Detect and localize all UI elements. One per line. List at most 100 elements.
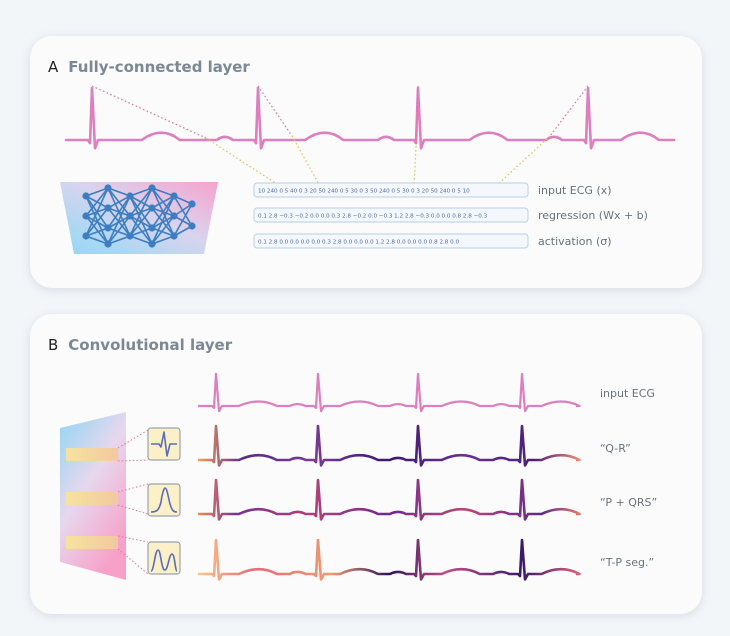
network-node (126, 192, 134, 200)
kc-3b (117, 548, 149, 575)
network-node (104, 184, 112, 192)
activation-vector-box (253, 233, 529, 249)
network-node (104, 204, 112, 212)
panel-b-letter: B (48, 336, 59, 354)
network-edge (129, 235, 153, 245)
network-node (148, 204, 156, 212)
network-edge (85, 215, 109, 245)
network-node (188, 222, 196, 230)
network-node (170, 192, 178, 200)
network-node (188, 200, 196, 208)
kernel-band-3 (66, 536, 118, 549)
panel-b-convolutional: B Convolutional layer (30, 314, 702, 614)
vector-rows: 10 240 0 5 40 0 3 20 50 240 0 5 30 0 3 5… (253, 182, 529, 249)
regression-vector-box (253, 207, 529, 223)
network-edge (129, 187, 153, 217)
panel-a-graphic: 10 240 0 5 40 0 3 20 50 240 0 5 30 0 3 5… (60, 85, 676, 254)
panel-a-letter: A (48, 58, 59, 76)
connector-1 (91, 85, 207, 139)
network-edge (151, 235, 175, 245)
network-node (104, 224, 112, 232)
network-edge (151, 227, 175, 237)
network-edge (85, 207, 109, 237)
kernel-band-1 (66, 448, 118, 461)
network-edge (151, 215, 175, 245)
row-label-input-ecg: input ECG (600, 387, 655, 400)
network-edge (173, 203, 193, 237)
network-node (82, 192, 90, 200)
input-vector-box (253, 182, 529, 198)
network-edge (107, 195, 131, 229)
input-ecg-signal (64, 86, 676, 150)
row-label-p-qrs: “P + QRS” (600, 496, 657, 509)
connector-4b (495, 135, 551, 187)
network-edge (173, 203, 193, 217)
kernel-qr-icon (147, 427, 181, 461)
network-edge (151, 215, 175, 229)
input-vector-values: 10 240 0 5 40 0 3 20 50 240 0 5 30 0 3 5… (258, 189, 470, 195)
activation-vector-values: 0.1 2.8 0.0 0.0 0.0 0.0 0.3 2.8 0.0 0.0 … (258, 240, 459, 246)
connector-2 (257, 85, 293, 137)
network-edge (129, 207, 153, 237)
network-edge (85, 187, 109, 217)
kc-2a (117, 483, 149, 493)
kernel-t-p-icon (147, 541, 181, 575)
network-edge (173, 195, 193, 227)
network-edge (85, 227, 109, 237)
panel-a-name: Fully-connected layer (68, 58, 250, 76)
feature-map-qr (198, 424, 581, 467)
panel-b-graphic: input ECG “Q-R” “P + QRS” “T-P seg.” (60, 372, 657, 581)
activation-label: activation (σ) (538, 235, 612, 248)
network-edge (107, 235, 131, 245)
network-edge (85, 187, 109, 197)
connector-2b (291, 135, 321, 187)
network-edge (85, 195, 109, 245)
network-node (170, 212, 178, 220)
input-ecg-row (198, 372, 581, 413)
network-node (126, 212, 134, 220)
network-edge (107, 215, 131, 229)
input-ecg-label: input ECG (x) (538, 184, 612, 197)
panel-a-fully-connected: A Fully-connected layer (30, 36, 702, 288)
network-edge (107, 215, 131, 245)
feature-map-t-p (198, 538, 581, 581)
connector-3b (413, 145, 417, 187)
network-edge (85, 187, 109, 237)
network-node (104, 240, 112, 248)
network-edge (129, 195, 153, 245)
kc-3a (117, 535, 149, 543)
network-node (82, 232, 90, 240)
network-node (148, 224, 156, 232)
network-edge (151, 187, 175, 197)
row-label-qr: “Q-R” (600, 442, 631, 455)
network-edge (107, 187, 131, 197)
panel-b-name: Convolutional layer (68, 336, 233, 354)
regression-vector-values: 0.1 2.8 −0.3 −0.2 0.0 0.0 0.3 2.8 −0.2 0… (258, 214, 488, 220)
network-edge (151, 195, 175, 229)
kc-1b (117, 459, 149, 462)
network-node (170, 232, 178, 240)
network-edge (85, 235, 109, 245)
kernel-connectors (117, 429, 149, 575)
panel-b-title: B Convolutional layer (48, 336, 232, 354)
kernel-p-qrs-icon (147, 483, 181, 517)
network-edge (129, 187, 153, 197)
network-edge (151, 195, 175, 245)
peak-connectors (91, 85, 589, 187)
kernel-band-2 (66, 492, 118, 505)
network-node (148, 184, 156, 192)
neural-network-icon (82, 184, 196, 248)
network-edge (129, 227, 153, 237)
feature-map-p-qrs (198, 478, 581, 521)
network-edge (129, 187, 153, 237)
kc-2b (117, 504, 149, 515)
regression-label: regression (Wx + b) (538, 209, 648, 222)
network-node (126, 232, 134, 240)
network-edge (107, 195, 131, 209)
panel-a-title: A Fully-connected layer (48, 58, 250, 76)
row-label-t-p: “T-P seg.” (600, 556, 654, 569)
network-edge (107, 195, 131, 245)
network-edge (129, 215, 153, 245)
network-edge (151, 195, 175, 209)
network-node (82, 212, 90, 220)
